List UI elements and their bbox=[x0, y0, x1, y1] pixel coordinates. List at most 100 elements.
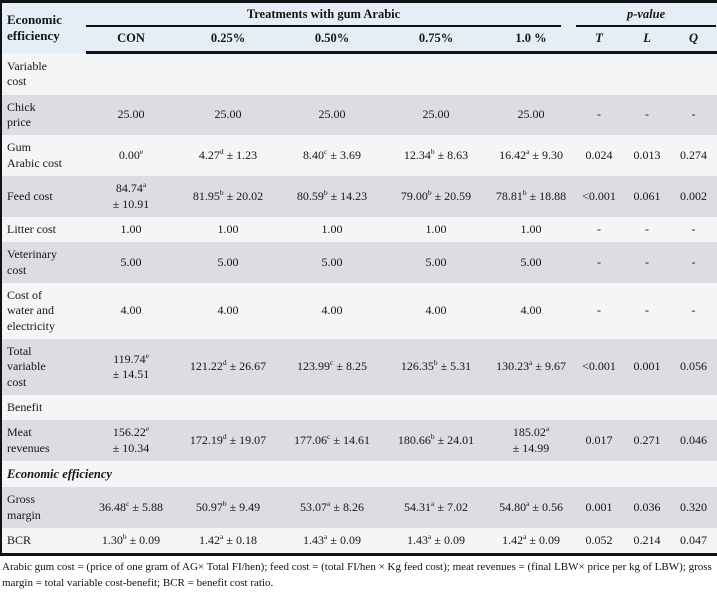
cell-value: 0.274 bbox=[680, 148, 708, 163]
column-header-025: 0.25% bbox=[176, 27, 280, 54]
cell-value: - bbox=[691, 221, 696, 236]
table-row: BCR 1.30b ± 0.09 1.42a ± 0.18 1.43a ± 0.09 1… bbox=[1, 527, 717, 555]
table-row: Total variable cost 119.74e ± 14.51 121.22d ±… bbox=[1, 339, 717, 396]
table-row: Chick price 25.00 25.00 25.00 25.00 25.00 - - - bbox=[1, 94, 717, 136]
cell-value: 1.00 bbox=[520, 221, 542, 236]
cell-value: 0.214 bbox=[633, 532, 661, 547]
table-row: Cost of water and electricity 4.00 4.00 4.00 4… bbox=[1, 282, 717, 340]
header-group-row: Economic efficiency Treatments with gum … bbox=[1, 2, 717, 43]
cell-value: 4.00 bbox=[217, 303, 239, 318]
cell-value: <0.001 bbox=[582, 359, 616, 374]
economic-efficiency-table: Economic efficiency Treatments with gum … bbox=[0, 0, 717, 557]
cell-value: 0.271 bbox=[633, 433, 661, 448]
cell-value: 1.30b ± 0.09 bbox=[101, 531, 161, 547]
cell-value: 1.00 bbox=[120, 221, 142, 236]
column-header-t: T bbox=[574, 27, 625, 54]
section-label: Benefit bbox=[7, 400, 43, 415]
table-row: Gross margin 36.48c ± 5.88 50.97b ± 9.49 53.… bbox=[1, 487, 717, 528]
cell-value: 25.00 bbox=[422, 107, 450, 122]
cell-value: <0.001 bbox=[582, 188, 616, 203]
cell-value: 5.00 bbox=[425, 254, 447, 269]
cell-value: 36.48c ± 5.88 bbox=[99, 498, 163, 514]
cell-value: - bbox=[597, 107, 602, 122]
cell-value: 25.00 bbox=[117, 107, 145, 122]
column-header-075: 0.75% bbox=[384, 27, 488, 54]
cell-value: 78.81b ± 18.88 bbox=[495, 187, 567, 203]
cell-value: - bbox=[597, 303, 602, 318]
cell-value: 177.06c ± 14.61 bbox=[294, 432, 370, 448]
cell-value: 25.00 bbox=[214, 107, 242, 122]
cell-value: 80.59b ± 14.23 bbox=[296, 187, 368, 203]
cell-value: - bbox=[645, 107, 650, 122]
cell-value: 81.95b ± 20.02 bbox=[192, 187, 264, 203]
cell-value: 0.052 bbox=[585, 532, 613, 547]
cell-value: 4.27d ± 1.23 bbox=[198, 147, 258, 163]
column-header-q: Q bbox=[670, 27, 717, 54]
cell-value: 180.66b ± 24.01 bbox=[397, 432, 475, 448]
table-header: Economic efficiency Treatments with gum … bbox=[1, 1, 717, 54]
cell-value: 53.07a ± 8.26 bbox=[300, 498, 364, 514]
cell-value: 0.056 bbox=[680, 359, 708, 374]
row-label: Gum Arabic cost bbox=[7, 140, 62, 170]
cell-value: 121.22d ± 26.67 bbox=[189, 358, 267, 374]
cell-value: 0.036 bbox=[633, 499, 661, 514]
cell-value: 25.00 bbox=[318, 107, 346, 122]
cell-value: 0.001 bbox=[585, 499, 613, 514]
cell-value: 1.42a ± 0.09 bbox=[502, 531, 560, 547]
cell-value: 119.74e ± 14.51 bbox=[112, 350, 150, 382]
cell-value: 0.017 bbox=[585, 433, 613, 448]
column-header-con: CON bbox=[86, 27, 176, 54]
cell-value: - bbox=[645, 221, 650, 236]
header-treatments-group: Treatments with gum Arabic bbox=[86, 2, 574, 27]
cell-value: 1.42a ± 0.18 bbox=[199, 531, 257, 547]
section-row: Variable cost bbox=[1, 52, 717, 95]
cell-value: 12.34b ± 8.63 bbox=[403, 147, 469, 163]
cell-value: 1.43a ± 0.09 bbox=[303, 531, 361, 547]
section-label: Economic efficiency bbox=[7, 467, 112, 482]
table-row: Gum Arabic cost 0.00e 4.27d ± 1.23 8.40c ± 3… bbox=[1, 135, 717, 177]
cell-value: 185.02a ± 14.99 bbox=[512, 424, 550, 455]
cell-value: 5.00 bbox=[520, 254, 542, 269]
cell-value: 5.00 bbox=[321, 254, 343, 269]
cell-value: 5.00 bbox=[120, 254, 142, 269]
cell-value: 0.046 bbox=[680, 433, 708, 448]
cell-value: 1.00 bbox=[217, 221, 239, 236]
cell-value: 1.00 bbox=[425, 221, 447, 236]
cell-value: 123.99c ± 8.25 bbox=[297, 358, 367, 374]
footnote: Arabic gum cost = (price of one gram of … bbox=[2, 561, 712, 590]
cell-value: 0.320 bbox=[680, 499, 708, 514]
cell-value: 0.047 bbox=[680, 532, 708, 547]
section-row: Economic efficiency bbox=[1, 461, 717, 488]
cell-value: 4.00 bbox=[321, 303, 343, 318]
table-row: Veterinary cost 5.00 5.00 5.00 5.00 5.00 - - - bbox=[1, 242, 717, 283]
cell-value: - bbox=[597, 254, 602, 269]
cell-value: 25.00 bbox=[517, 107, 545, 122]
cell-value: - bbox=[691, 254, 696, 269]
header-treatments-group-label: Treatments with gum Arabic bbox=[86, 3, 562, 27]
row-label: Veterinary cost bbox=[7, 247, 57, 277]
row-label: Feed cost bbox=[7, 188, 53, 203]
cell-value: 4.00 bbox=[120, 303, 142, 318]
table-row: Feed cost 84.74a ± 10.91 81.95b ± 20.02 80.5… bbox=[1, 176, 717, 217]
cell-value: - bbox=[691, 303, 696, 318]
cell-value: 54.31a ± 7.02 bbox=[404, 498, 468, 514]
cell-value: 79.00b ± 20.59 bbox=[400, 187, 472, 203]
cell-value: 0.002 bbox=[680, 188, 708, 203]
row-label: Chick price bbox=[7, 99, 36, 130]
cell-value: 5.00 bbox=[217, 254, 239, 269]
cell-value: 54.80a ± 0.56 bbox=[499, 498, 563, 514]
cell-value: - bbox=[645, 303, 650, 318]
cell-value: 130.23a ± 9.67 bbox=[496, 358, 566, 374]
column-header-050: 0.50% bbox=[280, 27, 384, 54]
cell-value: 1.43a ± 0.09 bbox=[407, 531, 465, 547]
cell-value: 50.97b ± 9.49 bbox=[195, 498, 261, 514]
cell-value: 8.40c ± 3.69 bbox=[303, 147, 361, 163]
cell-value: 0.024 bbox=[585, 148, 613, 163]
cell-value: - bbox=[645, 254, 650, 269]
column-header-l: L bbox=[624, 27, 671, 54]
cell-value: 126.35b ± 5.31 bbox=[400, 358, 472, 374]
cell-value: 4.00 bbox=[425, 303, 447, 318]
table-row: Meat revenues 156.22e ± 10.34 172.19d ± 19.0… bbox=[1, 420, 717, 462]
header-economic-efficiency: Economic efficiency bbox=[7, 11, 62, 43]
